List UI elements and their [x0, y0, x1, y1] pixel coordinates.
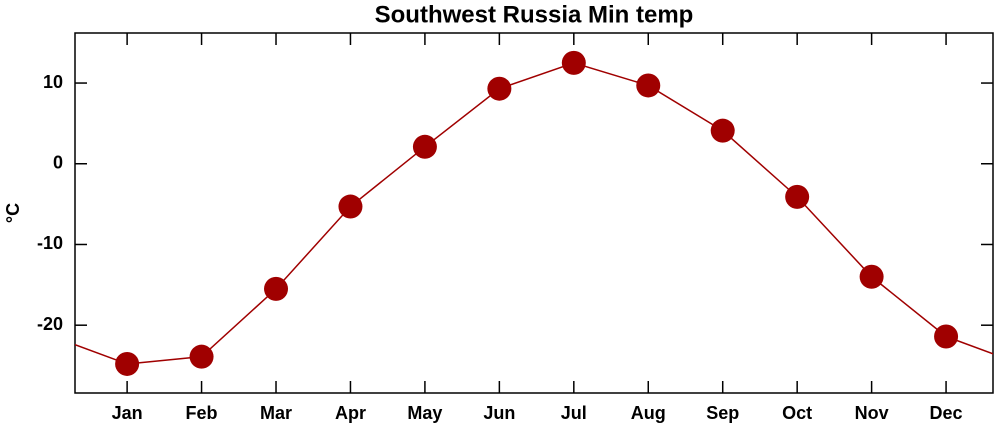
y-tick-label: -20	[37, 314, 63, 334]
x-tick-label: Mar	[260, 403, 292, 423]
chart-title: Southwest Russia Min temp	[375, 1, 694, 28]
data-point	[412, 134, 437, 159]
plot-frame	[74, 32, 994, 394]
data-point	[264, 276, 289, 301]
wrap-segment	[945, 335, 993, 355]
data-point	[189, 344, 214, 369]
data-point	[636, 73, 661, 98]
x-tick-label: May	[407, 403, 442, 423]
data-point	[934, 324, 959, 349]
y-tick-label: 0	[53, 153, 63, 173]
x-tick-label: Jan	[112, 403, 143, 423]
x-tick-label: Nov	[855, 403, 889, 423]
wrap-segment	[75, 343, 128, 365]
y-tick-label: -10	[37, 233, 63, 253]
y-tick-label: 10	[43, 72, 63, 92]
x-tick-label: Oct	[782, 403, 812, 423]
x-tick-label: Apr	[335, 403, 366, 423]
y-axis-label: °C	[3, 203, 23, 223]
data-point	[561, 50, 586, 75]
plot-area	[75, 50, 993, 376]
x-tick-label: Aug	[631, 403, 666, 423]
data-point	[785, 184, 810, 209]
data-point	[487, 76, 512, 101]
x-tick-label: Jul	[561, 403, 587, 423]
data-point	[115, 351, 140, 376]
series-line	[127, 62, 947, 365]
x-tick-label: Jun	[483, 403, 515, 423]
x-tick-label: Sep	[706, 403, 739, 423]
x-tick-label: Feb	[186, 403, 218, 423]
data-point	[710, 118, 735, 143]
data-point	[859, 264, 884, 289]
data-point	[338, 194, 363, 219]
x-tick-label: Dec	[930, 403, 963, 423]
